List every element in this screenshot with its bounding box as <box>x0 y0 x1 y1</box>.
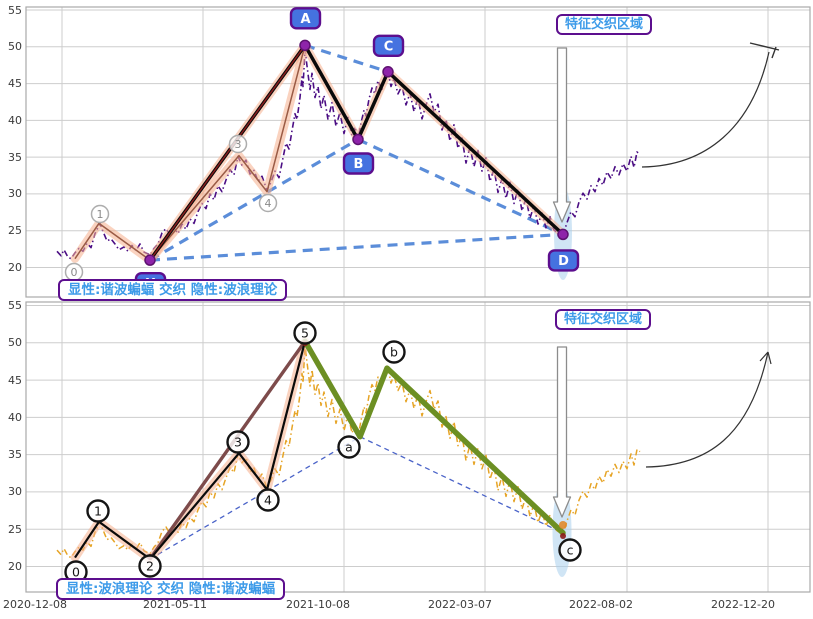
wave-node-label-0: 0 <box>71 266 78 279</box>
pattern-dashed-link <box>149 436 361 560</box>
wave-node-label-b: b <box>390 345 398 360</box>
y-tick-label: 35 <box>8 150 22 164</box>
wave-node-label-3: 3 <box>235 138 242 151</box>
arc-end-bar <box>749 42 780 59</box>
elliott-abc-line <box>302 338 566 536</box>
x-tick-label: 2020-12-08 <box>3 598 67 611</box>
bottom-interweave-zone-label: 特征交织区域 <box>555 309 652 330</box>
wave-node-circle-4 <box>256 488 280 512</box>
top-interweave-zone-label: 特征交织区域 <box>556 14 653 35</box>
y-tick-label: 55 <box>8 3 22 17</box>
harmonic-node-label-C: C <box>384 39 394 54</box>
xa-core-line <box>149 44 306 261</box>
wave-node-circle-2 <box>138 554 162 578</box>
wave-node-circle-4 <box>258 193 278 213</box>
pattern-dashed-link <box>149 138 359 262</box>
y-tick-label: 45 <box>8 373 22 387</box>
projection-arc <box>645 351 769 468</box>
wave-node-label-a: a <box>345 440 353 455</box>
focus-down-arrow <box>552 47 572 223</box>
y-tick-label: 40 <box>8 410 22 424</box>
y-tick-label: 40 <box>8 113 22 127</box>
price-line-bottom <box>56 345 641 559</box>
wave-node-label-4: 4 <box>264 493 272 508</box>
wave-node-circle-3 <box>228 134 248 154</box>
y-tick-label: 30 <box>8 187 22 201</box>
y-tick-label: 45 <box>8 77 22 91</box>
y-tick-label: 55 <box>8 299 22 312</box>
hidden-xa-line <box>148 340 307 561</box>
harmonic-node-label-A: A <box>300 12 310 27</box>
accent-marker <box>560 532 566 539</box>
wave-node-label-1: 1 <box>97 208 104 221</box>
y-tick-label: 50 <box>8 40 22 54</box>
pattern-dashed-link <box>359 436 564 534</box>
point-marker-B <box>352 133 364 146</box>
accent-marker <box>559 520 567 529</box>
harmonic-node-box-D <box>547 249 580 272</box>
x-tick-label: 2022-12-20 <box>711 598 775 611</box>
point-marker-C <box>382 66 394 78</box>
y-tick-label: 25 <box>8 522 22 536</box>
wave-node-label-2: 2 <box>146 559 154 574</box>
x-tick-label: 2022-08-02 <box>569 598 633 611</box>
harmonic-node-label-D: D <box>558 254 569 269</box>
y-tick-label: 20 <box>8 560 22 573</box>
pattern-dashed-link <box>304 43 389 74</box>
wave-node-circle-a <box>337 435 361 459</box>
y-tick-label: 20 <box>8 261 22 274</box>
pattern-dashed-link <box>357 138 564 236</box>
projection-arc <box>641 51 770 168</box>
hidden-elliott-zigzag <box>74 45 306 261</box>
pattern-glow <box>70 337 310 564</box>
x-tick-label: 2021-05-11 <box>143 598 207 611</box>
arc-arrowhead <box>759 351 772 365</box>
y-tick-label: 25 <box>8 224 22 238</box>
harmonic-node-box-C <box>372 34 405 58</box>
bottom-pattern-caption: 显性:波浪理论 交织 隐性:谐波蝙蝠 <box>56 578 286 600</box>
top-pattern-caption: 显性:谐波蝙蝠 交织 隐性:波浪理论 <box>58 279 288 301</box>
point-marker-A <box>299 39 311 52</box>
y-tick-label: 50 <box>8 336 22 350</box>
pattern-dashed-link <box>149 232 564 262</box>
wave-node-label-4: 4 <box>265 197 272 210</box>
wave-node-circle-c <box>558 538 582 562</box>
wave-node-circle-b <box>382 340 406 364</box>
point-marker-X <box>144 254 156 266</box>
harmonic-node-label-B: B <box>354 157 364 172</box>
wave-node-circle-3 <box>226 430 250 454</box>
y-tick-label: 30 <box>8 485 22 499</box>
harmonic-node-box-A <box>289 7 322 30</box>
price-line-top <box>56 48 641 260</box>
x-tick-label: 2021-10-08 <box>286 598 350 611</box>
point-marker-D <box>557 228 569 241</box>
panel-border <box>25 301 811 593</box>
wave-node-circle-1 <box>90 204 110 224</box>
focus-down-arrow <box>552 346 572 518</box>
elliott-12345-zigzag <box>74 341 307 561</box>
wave-node-label-c: c <box>567 543 574 558</box>
wave-node-label-0: 0 <box>72 565 80 580</box>
y-tick-label: 35 <box>8 448 22 462</box>
panel-border <box>25 6 811 298</box>
wave-node-label-3: 3 <box>234 435 242 450</box>
wave-node-label-1: 1 <box>94 504 102 519</box>
wave-node-circle-5 <box>293 321 317 345</box>
wave-node-circle-1 <box>86 499 110 523</box>
pattern-glow <box>70 41 310 265</box>
wave-node-label-5: 5 <box>301 326 309 341</box>
x-tick-label: 2022-03-07 <box>428 598 492 611</box>
harmonic-node-box-B <box>342 152 375 175</box>
